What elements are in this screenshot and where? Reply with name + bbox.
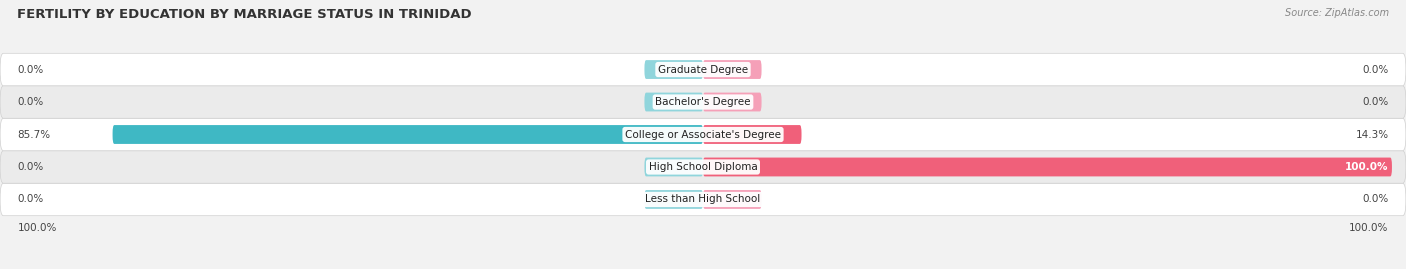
Text: 0.0%: 0.0% xyxy=(17,65,44,75)
FancyBboxPatch shape xyxy=(0,53,1406,86)
FancyBboxPatch shape xyxy=(703,93,762,111)
Text: 0.0%: 0.0% xyxy=(17,97,44,107)
Text: 0.0%: 0.0% xyxy=(17,162,44,172)
Text: 14.3%: 14.3% xyxy=(1355,129,1389,140)
Text: 0.0%: 0.0% xyxy=(1362,194,1389,204)
FancyBboxPatch shape xyxy=(0,86,1406,118)
Text: High School Diploma: High School Diploma xyxy=(648,162,758,172)
FancyBboxPatch shape xyxy=(703,60,762,79)
FancyBboxPatch shape xyxy=(644,60,703,79)
Text: 0.0%: 0.0% xyxy=(1362,65,1389,75)
FancyBboxPatch shape xyxy=(0,151,1406,183)
Text: 85.7%: 85.7% xyxy=(17,129,51,140)
FancyBboxPatch shape xyxy=(112,125,703,144)
Text: FERTILITY BY EDUCATION BY MARRIAGE STATUS IN TRINIDAD: FERTILITY BY EDUCATION BY MARRIAGE STATU… xyxy=(17,8,471,21)
FancyBboxPatch shape xyxy=(644,158,703,176)
Text: College or Associate's Degree: College or Associate's Degree xyxy=(626,129,780,140)
Text: Less than High School: Less than High School xyxy=(645,194,761,204)
Text: Bachelor's Degree: Bachelor's Degree xyxy=(655,97,751,107)
Text: 100.0%: 100.0% xyxy=(1346,162,1389,172)
FancyBboxPatch shape xyxy=(644,190,703,209)
Text: 0.0%: 0.0% xyxy=(17,194,44,204)
Text: 0.0%: 0.0% xyxy=(1362,97,1389,107)
FancyBboxPatch shape xyxy=(644,93,703,111)
Text: 100.0%: 100.0% xyxy=(1350,223,1389,233)
Text: 100.0%: 100.0% xyxy=(17,223,56,233)
Text: Graduate Degree: Graduate Degree xyxy=(658,65,748,75)
FancyBboxPatch shape xyxy=(0,118,1406,151)
FancyBboxPatch shape xyxy=(703,190,762,209)
FancyBboxPatch shape xyxy=(703,125,801,144)
FancyBboxPatch shape xyxy=(0,183,1406,216)
FancyBboxPatch shape xyxy=(703,158,1392,176)
Text: Source: ZipAtlas.com: Source: ZipAtlas.com xyxy=(1285,8,1389,18)
